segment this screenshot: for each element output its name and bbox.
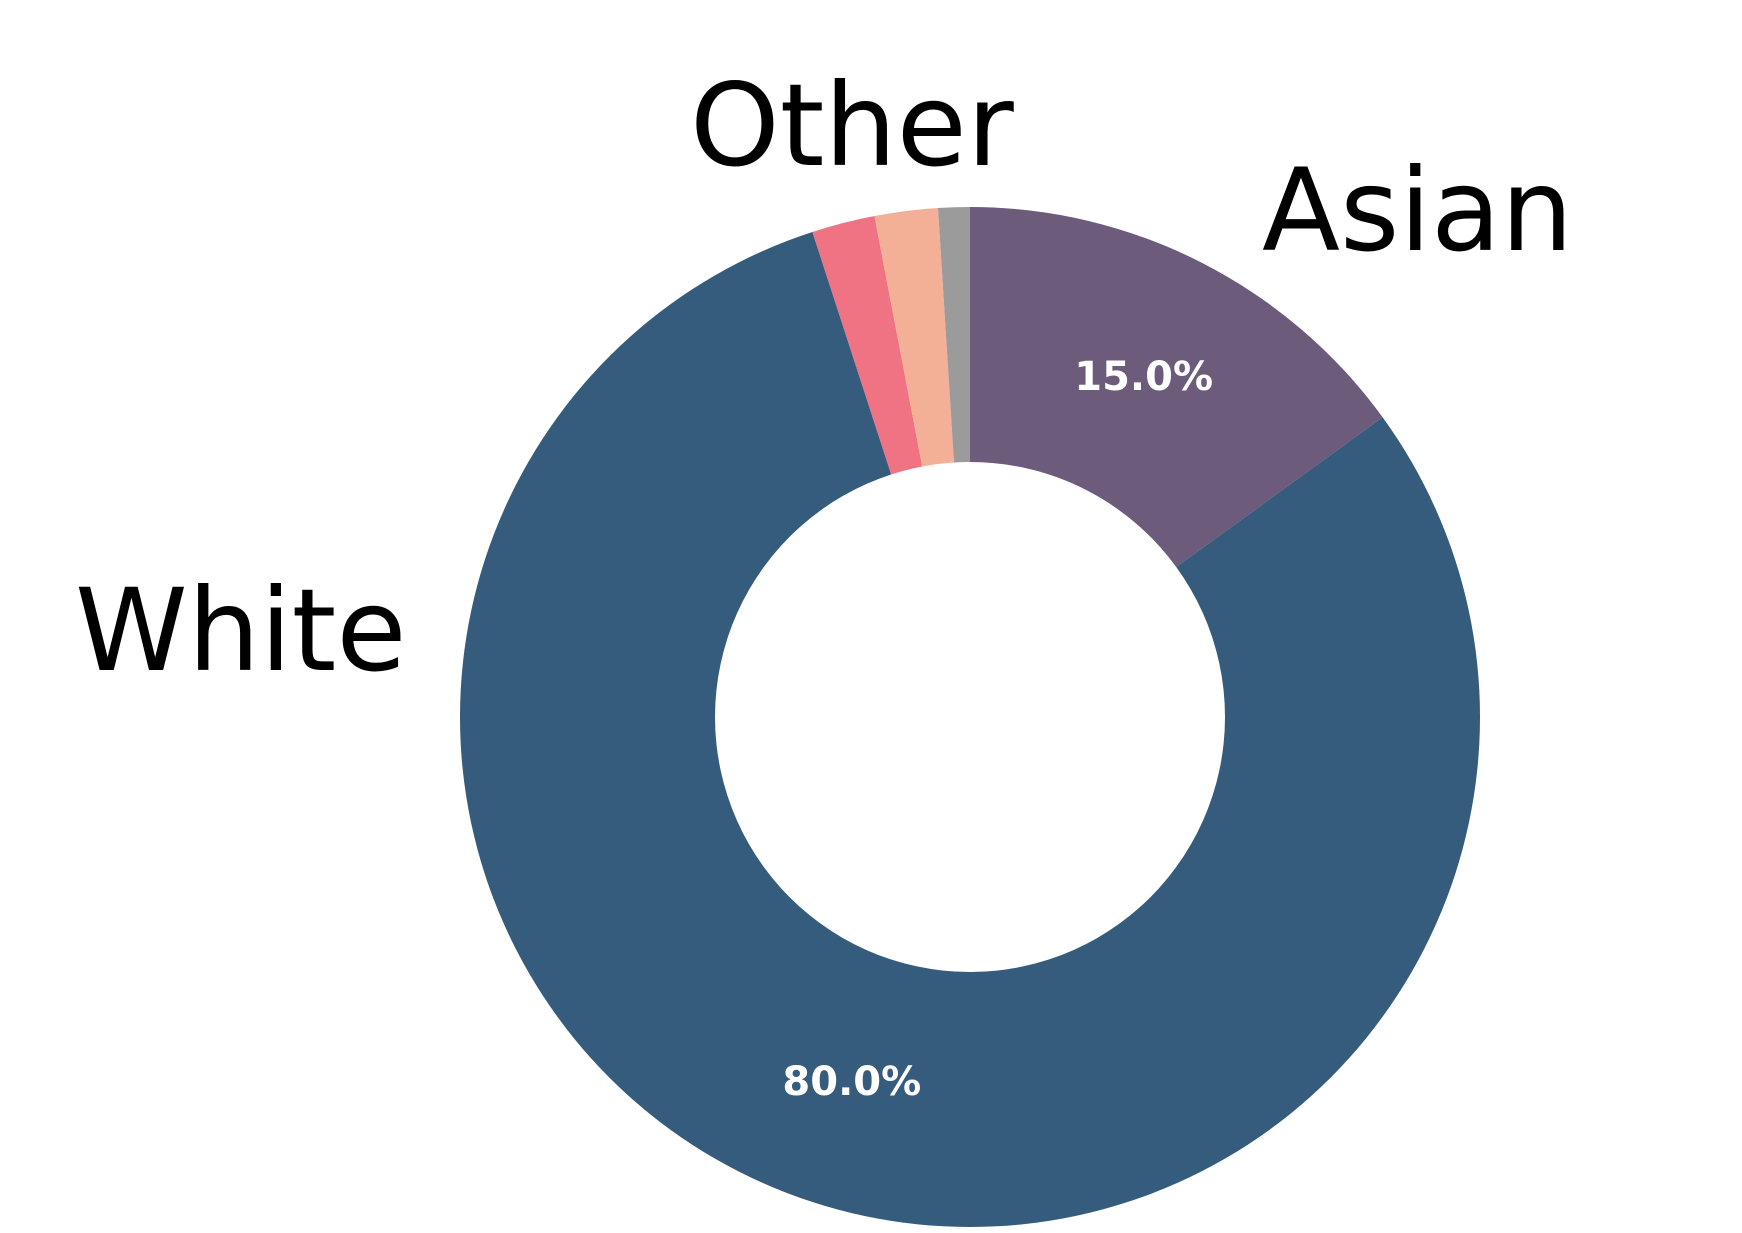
donut-slices [460, 207, 1480, 1228]
category-label-asian: Asian [1262, 144, 1573, 277]
slice-asian [970, 207, 1383, 568]
category-label-white: White [75, 564, 406, 697]
slice-label-asian: 15.0% [1074, 354, 1213, 400]
slice-white [460, 231, 1480, 1228]
category-label-other: Other [690, 59, 1014, 192]
slice-value-labels: 15.0% 80.0% [782, 354, 1213, 1105]
slice-other-peach [874, 208, 954, 467]
slice-other-gray [937, 207, 970, 463]
slice-label-white: 80.0% [782, 1059, 921, 1105]
slice-other-pink [812, 216, 923, 475]
